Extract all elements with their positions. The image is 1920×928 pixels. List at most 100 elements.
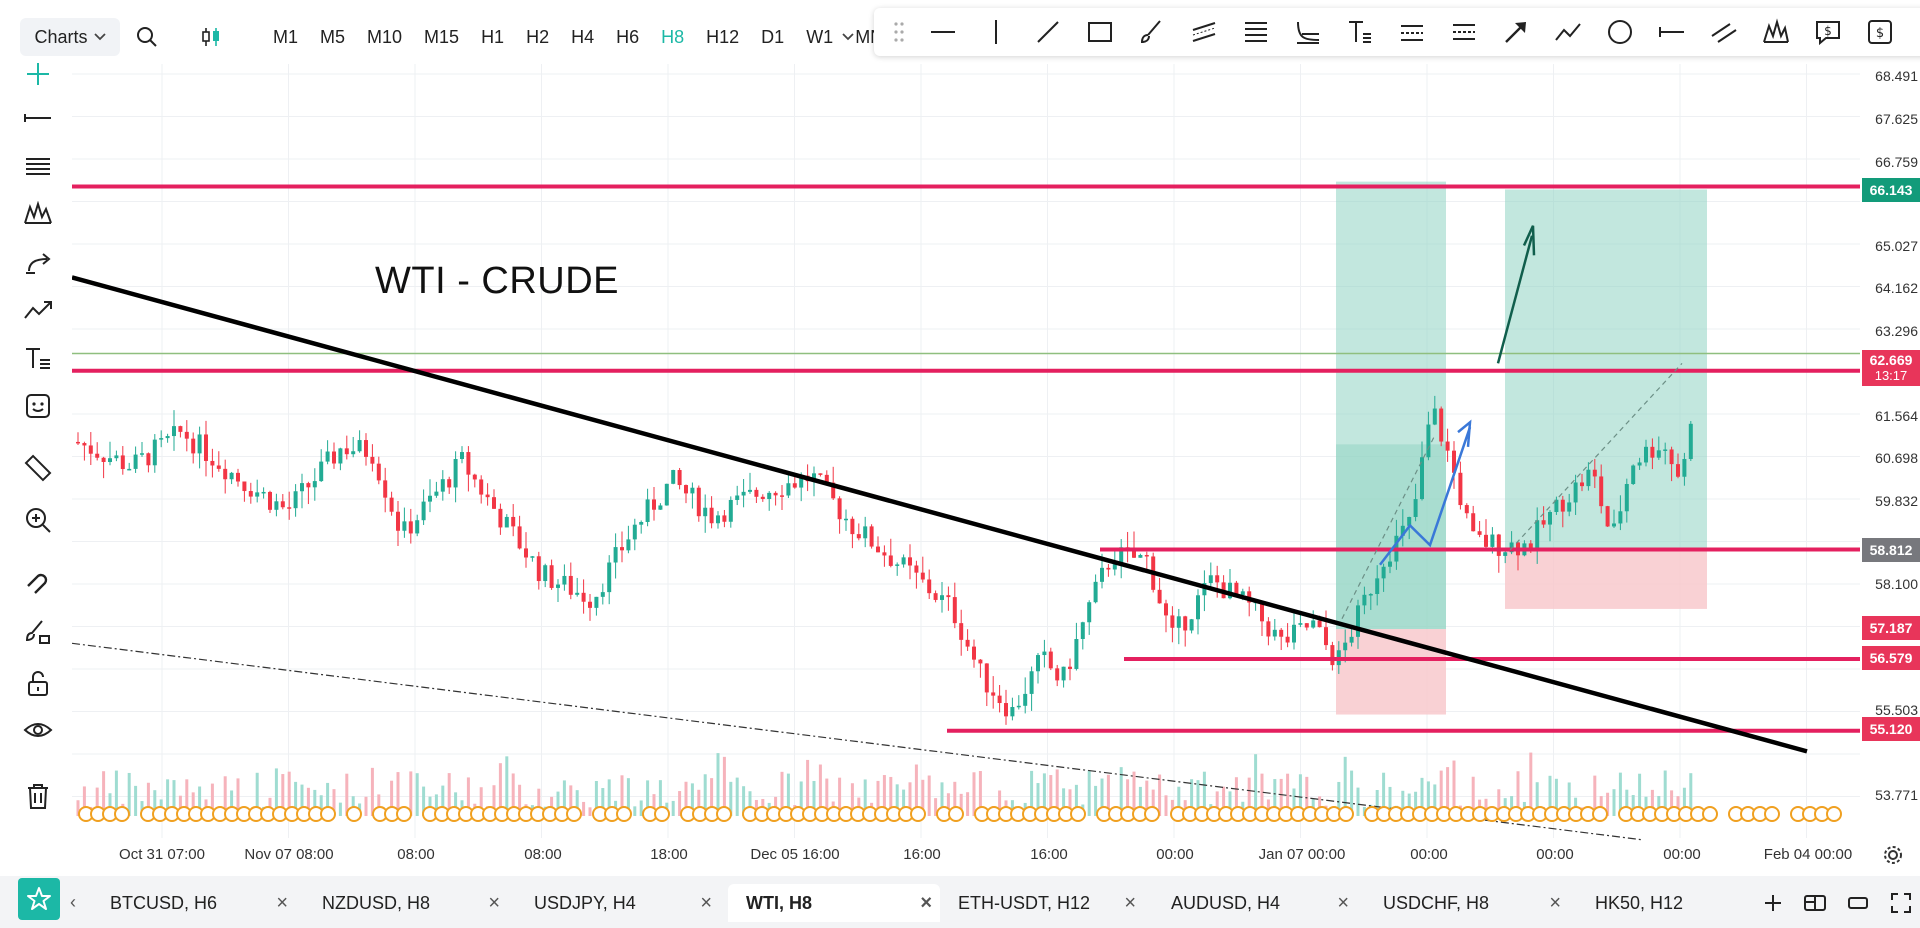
layout-icon[interactable] (1800, 888, 1830, 918)
time-axis[interactable]: Oct 31 07:00 Nov 07 08:00 08:00 08:00 18… (72, 838, 1860, 872)
close-icon[interactable]: × (488, 891, 500, 914)
price-note-tool-icon[interactable]: $ (1813, 17, 1843, 47)
tab-nzdusd[interactable]: NZDUSD, H8 × (304, 884, 508, 922)
volume-bar (594, 781, 598, 816)
event-marker (1826, 806, 1842, 822)
timeframe-h12[interactable]: H12 (706, 27, 740, 47)
timeframe-m10[interactable]: M10 (367, 27, 403, 47)
candle-body (1464, 505, 1469, 514)
candle-body (1087, 602, 1092, 623)
trend-line-tool-icon[interactable] (1033, 17, 1063, 47)
candle-body (108, 458, 112, 462)
timeframe-h1[interactable]: H1 (481, 27, 505, 47)
path-tool-icon[interactable] (1553, 17, 1583, 47)
candle-body (120, 455, 125, 470)
candle-body (1554, 499, 1559, 512)
tab-audusd[interactable]: AUDUSD, H4 × (1153, 884, 1357, 922)
volume-bar (1318, 796, 1322, 816)
forecast-icon[interactable] (18, 244, 58, 280)
price-axis[interactable]: 68.491 67.625 66.759 65.027 64.162 63.29… (1860, 64, 1920, 850)
timeframe-more-chevron-icon[interactable] (842, 28, 854, 44)
fib-levels-icon[interactable] (18, 148, 58, 184)
charts-menu-button[interactable]: Charts (20, 18, 120, 56)
trash-icon[interactable] (18, 778, 58, 814)
lock-drawing-brush-icon[interactable] (18, 614, 58, 650)
emoji-icon[interactable] (18, 388, 58, 424)
candle-body (767, 492, 772, 500)
fib-time-zone-tool-icon[interactable] (1293, 17, 1323, 47)
visibility-eye-icon[interactable] (18, 712, 58, 748)
chart-settings-gear-icon[interactable] (1882, 844, 1904, 871)
volume-bar (466, 777, 470, 816)
gann-fan-tool-icon[interactable] (1449, 17, 1479, 47)
price-range-tool-icon[interactable]: $ (1865, 17, 1895, 47)
close-icon[interactable]: × (700, 891, 712, 914)
text-tool-icon[interactable] (1345, 17, 1375, 47)
pattern-tool-icon[interactable] (1761, 17, 1791, 47)
tab-label: USDCHF, H8 (1383, 892, 1490, 913)
timeframe-h4[interactable]: H4 (571, 27, 595, 47)
watchlist-star-button[interactable] (18, 878, 60, 920)
text-icon[interactable] (18, 340, 58, 376)
candle-body (1496, 534, 1501, 556)
timeframe-w1[interactable]: W1 (806, 27, 834, 47)
horizontal-line-tool-icon[interactable] (928, 17, 958, 47)
timeframe-h8[interactable]: H8 (661, 27, 685, 47)
volume-bar (1420, 777, 1424, 816)
candle-body (152, 439, 157, 466)
timeframe-m15[interactable]: M15 (424, 27, 460, 47)
timeframe-m1[interactable]: M1 (273, 27, 299, 47)
fullscreen-icon[interactable] (1886, 888, 1916, 918)
tab-btcusd[interactable]: BTCUSD, H6 × (92, 884, 296, 922)
add-tab-plus-icon[interactable] (1758, 888, 1788, 918)
unlock-icon[interactable] (18, 666, 58, 702)
arrow-tool-icon[interactable] (1501, 17, 1531, 47)
crosshair-icon[interactable] (18, 56, 58, 92)
tab-usdchf[interactable]: USDCHF, H8 × (1365, 884, 1569, 922)
candle-body (1036, 655, 1040, 672)
ray-tool-icon[interactable] (1657, 17, 1687, 47)
volume-bar (338, 802, 342, 816)
circle-tool-icon[interactable] (1605, 17, 1635, 47)
price-tick: 66.759 (1875, 154, 1918, 170)
timeframe-d1[interactable]: D1 (761, 27, 785, 47)
horizontal-ray-icon[interactable] (18, 100, 58, 136)
timeframe-h2[interactable]: H2 (526, 27, 550, 47)
drag-handle-icon[interactable] (884, 17, 914, 47)
double-line-tool-icon[interactable] (1709, 17, 1739, 47)
tab-usdjpy[interactable]: USDJPY, H4 × (516, 884, 720, 922)
parallel-channel-tool-icon[interactable] (1189, 17, 1219, 47)
timeframe-m5[interactable]: M5 (320, 27, 346, 47)
close-icon[interactable]: × (1337, 891, 1349, 914)
pattern-icon[interactable] (18, 196, 58, 232)
tab-hk50[interactable]: HK50, H12 (1577, 884, 1737, 922)
close-icon[interactable]: × (1549, 891, 1561, 914)
price-chart[interactable] (72, 64, 1860, 850)
ruler-icon[interactable] (18, 450, 58, 486)
svg-text:$: $ (1824, 24, 1832, 38)
close-icon[interactable]: × (920, 891, 932, 914)
close-icon[interactable]: × (1124, 891, 1136, 914)
tab-wti[interactable]: WTI, H8 × (728, 884, 940, 922)
volume-bar (850, 783, 854, 816)
volume-bar (1094, 785, 1098, 816)
candle-body (773, 492, 778, 496)
brush-tool-icon[interactable] (1137, 17, 1167, 47)
candlestick-type-icon[interactable] (196, 22, 226, 52)
candle-body (1311, 620, 1316, 628)
candle-body (1592, 469, 1597, 477)
magnet-icon[interactable] (18, 566, 58, 602)
trend-path-icon[interactable] (18, 292, 58, 328)
tab-scroll-left-icon[interactable]: ‹ (70, 892, 76, 912)
tab-eth-usdt[interactable]: ETH-USDT, H12 × (940, 884, 1144, 922)
pitchfork-tool-icon[interactable] (1397, 17, 1427, 47)
rectangle-tool-icon[interactable] (1085, 17, 1115, 47)
timeframe-h6[interactable]: H6 (616, 27, 640, 47)
search-icon[interactable] (132, 22, 162, 52)
volume-bar (1343, 756, 1347, 816)
vertical-line-tool-icon[interactable] (981, 17, 1011, 47)
close-icon[interactable]: × (276, 891, 288, 914)
fib-retracement-tool-icon[interactable] (1241, 17, 1271, 47)
window-icon[interactable] (1843, 888, 1873, 918)
zoom-in-icon[interactable] (18, 502, 58, 538)
